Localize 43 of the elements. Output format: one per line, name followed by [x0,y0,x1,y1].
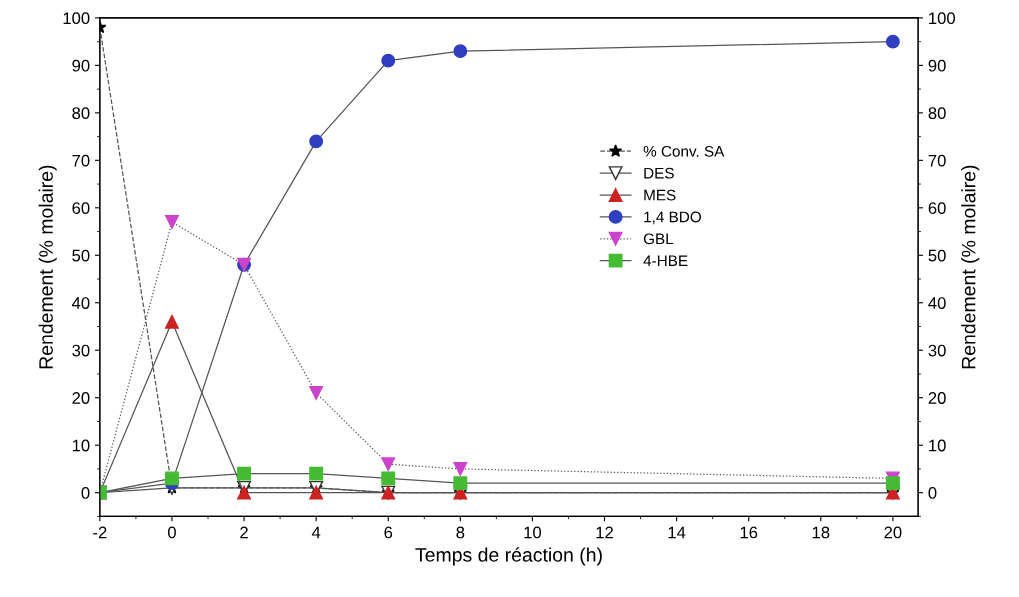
y-axis-title: Rendement (% molaire) [38,165,57,369]
x-tick-label: 20 [884,526,902,539]
x-tick-label: 16 [740,526,758,539]
x-tick-label: 12 [596,526,613,539]
x-tick-label: 4 [311,526,321,539]
legend-label: GBL [643,233,674,245]
x-tick-label: 8 [456,526,465,539]
y2-axis-title: Rendement (% molaire) [961,165,980,369]
y-tick-label: 0 [81,487,90,499]
y2-tick-label: 80 [928,107,946,120]
legend-label: 1,4 BDO [644,211,701,225]
legend-label: MES [644,189,676,201]
y2-tick-label: 40 [928,297,946,309]
y2-tick-label: 100 [929,12,955,25]
y2-tick-label: 0 [928,487,937,499]
legend-label: 4-HBE [643,255,688,266]
y2-tick-label: 60 [928,202,946,215]
x-tick-label: 0 [167,526,176,539]
x-tick-label: 10 [524,526,542,539]
y2-tick-label: 20 [928,392,946,404]
y-tick-label: 100 [63,12,90,25]
x-tick-label: 2 [240,526,248,539]
legend-label: % Conv. SA [643,145,725,157]
legend-label: DES [644,167,674,179]
y2-tick-label: 90 [928,59,946,72]
x-tick-label: -2 [93,526,107,539]
y2-tick-label: 10 [929,439,946,452]
y-tick-label: 20 [72,392,90,404]
y-tick-label: 30 [72,344,90,357]
y-tick-label: 40 [71,297,90,309]
y-tick-label: 70 [72,154,90,167]
y-tick-label: 60 [72,202,90,215]
y-tick-label: 80 [72,107,90,120]
x-tick-label: 6 [384,526,393,539]
x-tick-label: 18 [812,526,830,539]
y-tick-label: 10 [72,439,90,452]
x-axis-title: Temps de réaction (h) [415,547,602,566]
x-tick-label: 14 [668,526,686,539]
y2-tick-label: 50 [928,249,946,262]
y-tick-label: 50 [72,249,90,262]
y-tick-label: 90 [72,59,90,72]
y2-tick-label: 30 [928,344,946,357]
y2-tick-label: 70 [928,154,946,167]
